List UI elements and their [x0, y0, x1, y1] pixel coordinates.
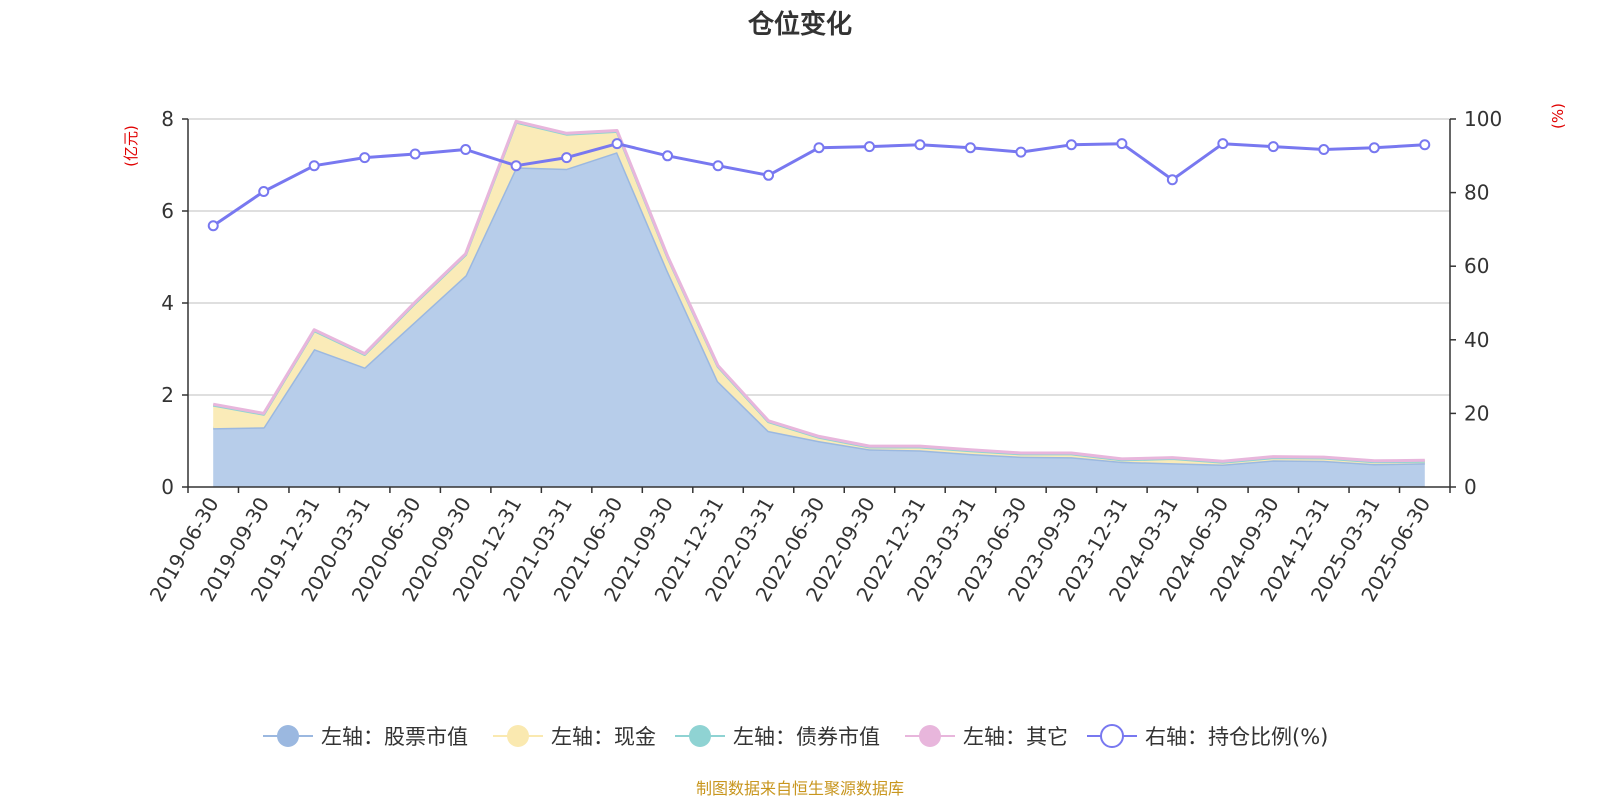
source-note: 制图数据来自恒生聚源数据库: [696, 779, 904, 798]
legend-item[interactable]: 右轴：持仓比例(%): [1087, 724, 1328, 749]
ratio-point[interactable]: [1065, 139, 1077, 151]
right-axis-unit: (%): [1549, 103, 1567, 129]
ratio-line-path: [212, 142, 1425, 227]
left-axis-unit: (亿元): [122, 125, 140, 167]
legend-marker: [507, 725, 529, 747]
left-tick-label: 0: [161, 475, 174, 499]
ratio-point[interactable]: [510, 160, 522, 172]
right-tick-label: 60: [1464, 254, 1489, 278]
ratio-point[interactable]: [308, 160, 320, 172]
legend-label: 左轴：债券市值: [733, 725, 880, 749]
legend-label: 左轴：现金: [551, 725, 656, 749]
legend-marker: [919, 725, 941, 747]
legend-marker: [689, 725, 711, 747]
ratio-point[interactable]: [712, 160, 724, 172]
legend-item[interactable]: 左轴：债券市值: [675, 725, 880, 749]
legend-marker: [277, 725, 299, 747]
ratio-point[interactable]: [914, 139, 926, 151]
ratio-line: [207, 138, 1431, 232]
right-tick-label: 80: [1464, 181, 1489, 205]
legend-item[interactable]: 左轴：现金: [493, 725, 656, 749]
left-tick-label: 6: [161, 199, 174, 223]
legend-label: 右轴：持仓比例(%): [1145, 725, 1328, 749]
legend[interactable]: 左轴：股票市值 左轴：现金 左轴：债券市值 左轴：其它 右轴：持仓比例(%): [263, 724, 1328, 749]
right-tick-label: 0: [1464, 475, 1477, 499]
ratio-point[interactable]: [662, 150, 674, 162]
ratio-point[interactable]: [1217, 138, 1229, 150]
ratio-point[interactable]: [258, 185, 270, 197]
ratio-point[interactable]: [1267, 141, 1279, 153]
ratio-point[interactable]: [863, 141, 875, 153]
left-tick-label: 4: [161, 291, 174, 315]
ratio-point[interactable]: [964, 142, 976, 154]
ratio-point[interactable]: [207, 220, 219, 232]
left-tick-label: 8: [161, 107, 174, 131]
ratio-point[interactable]: [1419, 139, 1431, 151]
left-tick-label: 2: [161, 383, 174, 407]
ratio-point[interactable]: [460, 144, 472, 156]
stacked-areas: [212, 119, 1425, 487]
ratio-point[interactable]: [1015, 146, 1027, 158]
legend-label: 左轴：其它: [963, 725, 1068, 749]
ratio-point[interactable]: [1368, 142, 1380, 154]
legend-item[interactable]: 左轴：其它: [905, 725, 1068, 749]
ratio-point[interactable]: [763, 169, 775, 181]
legend-item[interactable]: 左轴：股票市值: [263, 725, 468, 749]
right-tick-label: 20: [1464, 401, 1489, 425]
legend-marker-hollow: [1100, 724, 1124, 748]
ratio-point[interactable]: [359, 152, 371, 164]
ratio-point[interactable]: [1116, 138, 1128, 150]
ratio-point[interactable]: [1318, 144, 1330, 156]
grid-lines: [188, 118, 1450, 396]
legend-label: 左轴：股票市值: [321, 725, 468, 749]
right-tick-label: 40: [1464, 328, 1489, 352]
ratio-point[interactable]: [611, 138, 623, 150]
right-tick-label: 100: [1464, 107, 1502, 131]
area-edge-3: [212, 119, 1425, 463]
ratio-point[interactable]: [561, 152, 573, 164]
ratio-point[interactable]: [813, 142, 825, 154]
chart-title: 仓位变化: [747, 9, 852, 40]
area-0: [213, 152, 1425, 487]
ratio-point[interactable]: [409, 148, 421, 160]
ratio-point[interactable]: [1166, 174, 1178, 186]
